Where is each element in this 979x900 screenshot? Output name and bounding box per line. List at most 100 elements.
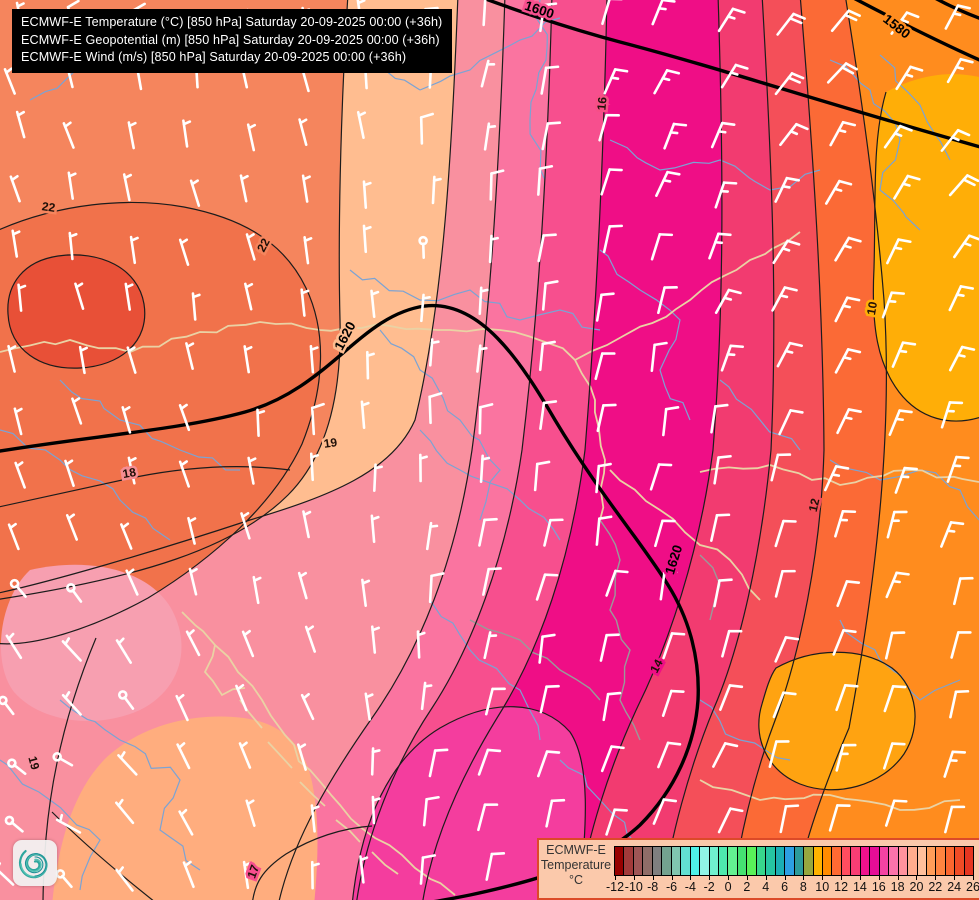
wind-barb [17,283,27,312]
wind-barb [946,455,970,483]
legend-color-cell [813,847,823,875]
wind-barb [708,232,732,260]
wind-barb [115,866,134,892]
legend-tick-label: 12 [834,880,849,894]
wind-barb [418,235,428,259]
wind-barb [7,344,17,373]
provider-logo[interactable] [13,840,57,886]
temperature-contour [0,466,291,508]
wind-barb [944,4,971,30]
wind-barb [779,122,809,147]
legend-tick-label: 24 [947,880,962,894]
wind-barb [776,12,806,36]
wind-barb [373,463,384,492]
legend-color-cell [690,847,701,875]
wind-barb [543,518,564,547]
legend-color-cell [822,847,833,875]
wind-barb [823,465,850,492]
temperature-contour [0,201,322,645]
wind-barb [713,578,733,608]
wind-barb [885,571,910,599]
wind-barb [834,296,861,323]
wind-barb [654,519,676,548]
legend-color-cell [728,847,738,875]
river [829,59,921,231]
wind-barb [11,229,21,258]
legend-color-cell [747,847,757,875]
river [609,139,821,191]
wind-barb [488,234,499,264]
wind-barb [720,344,744,372]
wind-barb [370,747,381,776]
title-wind: ECMWF-E Wind (m/s) [850 hPa] Saturday 20… [21,50,407,65]
legend-tick-label: 8 [799,880,807,894]
temperature-legend: ECMWF-E Temperature °C -12 -10 -8 -6 -4 -2 0 2 4… [537,838,979,900]
wind-barb [940,521,965,548]
legend-color-cell [709,847,719,875]
legend-color-cell [756,847,767,875]
wind-barb [661,689,685,717]
wind-barb [478,517,498,547]
wind-barb [182,119,192,148]
wind-barb [370,514,380,544]
wind-barb [720,63,749,89]
legend-color-cell [794,847,805,875]
country-border [371,851,399,875]
wind-barb [185,342,195,370]
wind-barb [603,68,629,95]
wind-barb [541,121,562,151]
temperature-region [352,706,586,900]
wind-barb [425,521,439,551]
wind-barb [0,862,15,886]
wind-barb [117,690,135,710]
wind-barb [713,454,732,485]
wind-barb [946,57,974,84]
wind-barb [477,748,502,776]
wind-barb [71,397,83,425]
legend-tick [652,876,654,880]
wind-barb [479,454,491,484]
wind-barb [944,805,966,834]
wind-barb [61,691,82,716]
legend-title-line2: Temperature [540,858,612,872]
temperature-contour [758,651,916,791]
legend-tick [709,876,711,880]
wind-barb [304,625,317,653]
country-border [335,819,361,843]
legend-tick [822,876,824,880]
wind-barb [310,860,320,890]
legend-title-line3: °C [568,873,584,887]
wind-barb [952,576,974,606]
wind-barb [68,231,78,261]
wind-barb [298,118,308,147]
legend-tick-label: 22 [928,880,943,894]
wind-barb [774,636,800,663]
wind-barb [539,2,558,33]
title-temperature: ECMWF-E Temperature (°C) [850 hPa] Satur… [21,15,443,29]
wind-barb [714,181,738,209]
wind-barb [834,348,862,374]
wind-barb [545,798,566,828]
wind-barb [419,112,434,145]
legend-tick [935,876,937,880]
wind-barb [300,288,310,317]
wind-barb [302,510,312,539]
wind-barb [893,174,921,200]
wind-barb [834,510,857,538]
contour-label-10: 10 [864,300,880,316]
legend-tick-label: 4 [762,880,770,894]
wind-barb [478,286,489,316]
wind-barb [246,123,257,152]
wind-barb [894,466,918,494]
wind-barb [537,233,557,263]
wind-barb [717,7,746,33]
temperature-region [758,652,916,790]
wind-barb [419,453,428,483]
wind-barb [605,808,628,836]
wind-barb [185,629,201,657]
legend-color-cell [718,847,729,875]
legend-tick [897,876,899,880]
temperature-contour [352,706,586,900]
